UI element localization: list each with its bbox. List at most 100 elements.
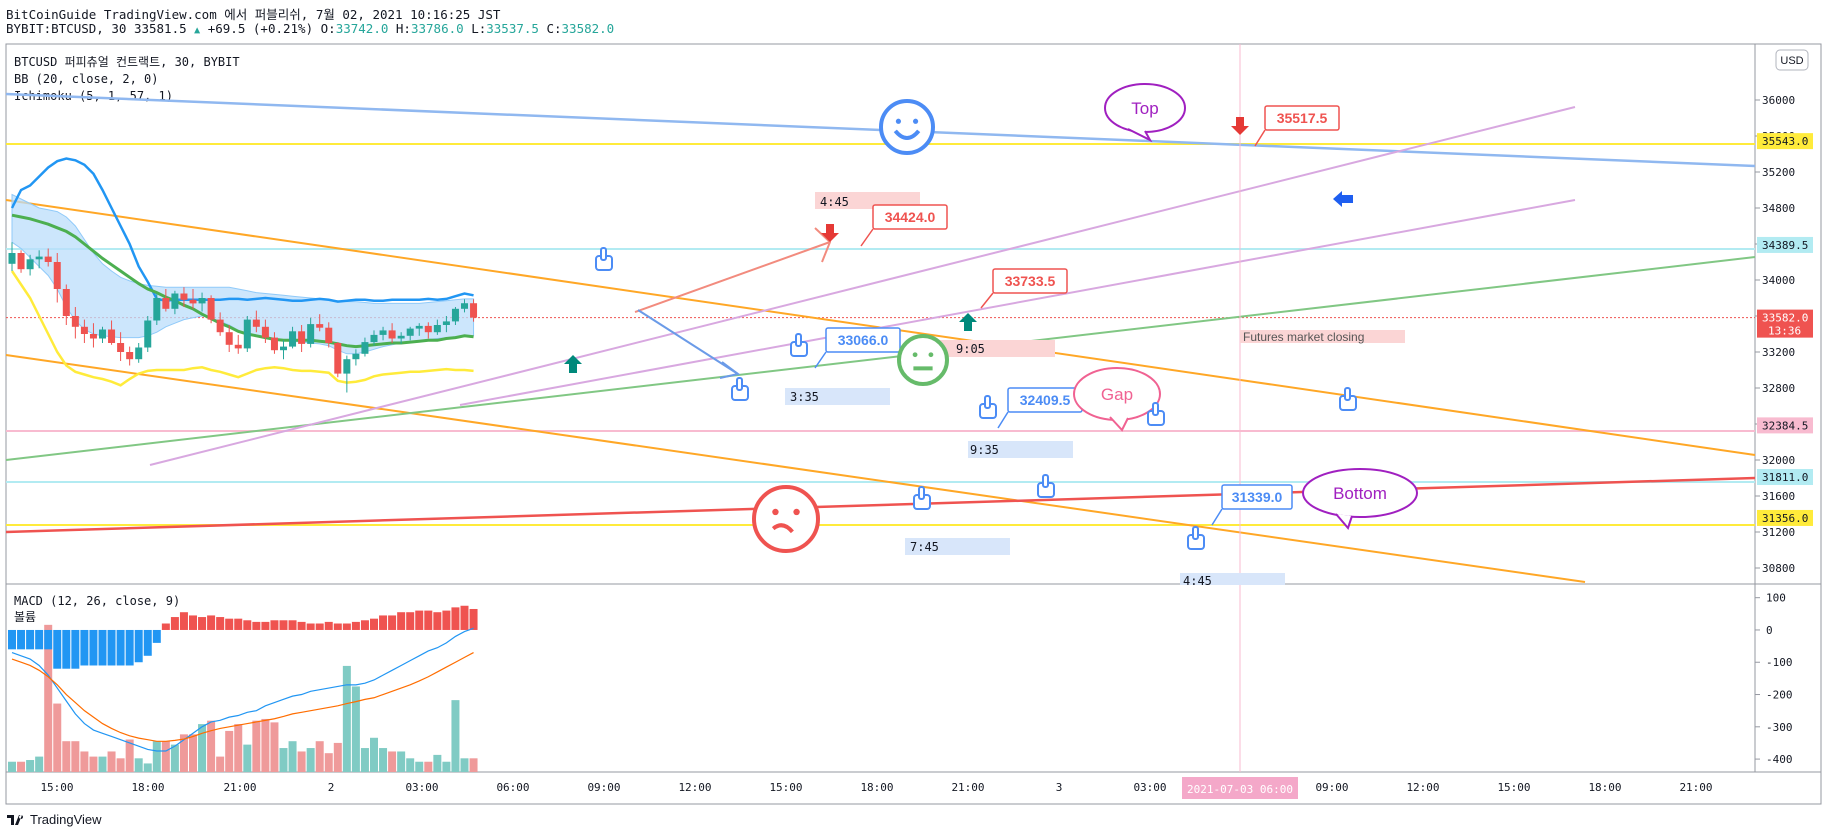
left-arrow-icon xyxy=(1333,191,1353,207)
trendline-orange-lower xyxy=(5,354,1586,583)
trendline-violet-2 xyxy=(459,199,1576,406)
macd-hist-33 xyxy=(306,623,315,630)
volume-bar-4 xyxy=(44,624,53,772)
annotation-text: 34424.0 xyxy=(885,209,936,225)
macd-hist-37 xyxy=(342,623,351,630)
candle-2 xyxy=(26,254,34,276)
legend-volume: 볼륨 xyxy=(14,610,36,624)
candle-body xyxy=(135,347,143,360)
time-label-10: 4:45 xyxy=(820,195,849,209)
volume-bar-27 xyxy=(252,720,261,772)
footer-brand[interactable]: TradingView xyxy=(30,812,102,827)
annotation-box xyxy=(1264,105,1340,131)
time-tick-17: 18:00 xyxy=(1588,781,1621,794)
annotation-5: 31339.0 xyxy=(1221,484,1293,510)
candle-body xyxy=(144,320,152,348)
candle-14 xyxy=(135,343,143,363)
cursor-time-label: 2021-07-03 06:00 xyxy=(1187,783,1293,796)
price-label-bg-2 xyxy=(1757,309,1813,338)
macd-tick-0: 100 xyxy=(1766,592,1786,605)
candle-9 xyxy=(89,323,97,348)
candle-0 xyxy=(8,242,16,271)
volume-bar-35 xyxy=(324,753,333,772)
candle-body xyxy=(126,352,134,360)
price-tick-8: 32800 xyxy=(1762,382,1795,395)
macd-hist-5 xyxy=(53,629,62,669)
candle-29 xyxy=(270,332,278,354)
annotation-3: 33066.0 xyxy=(825,327,901,353)
volume-bar-48 xyxy=(442,761,451,772)
candle-body xyxy=(415,325,423,329)
price-tick-13: 30800 xyxy=(1762,562,1795,575)
up-arrow-icon-2 xyxy=(564,355,582,373)
volume-bar-34 xyxy=(315,741,324,772)
pointing-hand-icon-7 xyxy=(1187,526,1205,550)
candle-body xyxy=(153,298,161,321)
volume-bar-39 xyxy=(360,748,369,772)
macd-hist-27 xyxy=(252,621,261,630)
annotation-text: 33066.0 xyxy=(838,332,889,348)
time-box-5 xyxy=(1180,573,1285,585)
macd-hist-32 xyxy=(297,621,306,630)
candle-body xyxy=(234,344,242,349)
last-price: 33581.5 xyxy=(133,21,187,36)
macd-hist-1 xyxy=(17,629,26,650)
macd-hist-41 xyxy=(379,615,388,630)
volume-bar-3 xyxy=(35,756,44,772)
volume-bar-6 xyxy=(62,741,71,772)
candle-22 xyxy=(207,295,215,324)
pointing-hand-icon-4 xyxy=(1037,474,1055,498)
candle-body xyxy=(162,298,170,309)
candle-body xyxy=(225,332,233,345)
face-mouth xyxy=(771,523,794,534)
happy-face-icon xyxy=(879,99,935,155)
time-axis[interactable]: 15:00 18:00 21:00 2 03:00 06:00 09:00 12:00 15:0… xyxy=(40,777,1713,799)
price-label-bg-4 xyxy=(1757,469,1813,486)
annotation-pointer-4 xyxy=(997,411,1009,429)
chart-area[interactable]: BTCUSD 퍼피츄얼 컨트랙트, 30, BYBIT BB (20, clos… xyxy=(0,0,1828,812)
bubble-text: Bottom xyxy=(1333,484,1387,503)
macd-hist-31 xyxy=(288,620,297,630)
candle-body xyxy=(99,329,106,339)
time-label-14: 7:45 xyxy=(910,540,939,554)
volume-bar-32 xyxy=(297,751,306,772)
volume-bar-42 xyxy=(388,751,397,772)
annotation-text: 31339.0 xyxy=(1232,489,1283,505)
currency-badge[interactable] xyxy=(1775,49,1809,71)
time-tick-4: 03:00 xyxy=(405,781,438,794)
open-value: 33742.0 xyxy=(335,21,389,36)
bubble-text: Top xyxy=(1131,99,1158,118)
volume-bar-51 xyxy=(469,758,478,772)
price-label-1: 34389.5 xyxy=(1762,239,1808,252)
volume-bar-40 xyxy=(370,737,378,772)
macd-hist-24 xyxy=(225,618,234,630)
volume-bar-28 xyxy=(261,718,270,772)
candle-body xyxy=(433,325,441,333)
macd-axis[interactable]: 100 0 -100 -200 -300 -400 xyxy=(1755,592,1793,766)
volume-bar-7 xyxy=(71,741,80,772)
annotation-pointer-5 xyxy=(1211,508,1223,526)
candle-body xyxy=(388,330,396,339)
price-axis[interactable]: 3600035600352003480034400340003360033200… xyxy=(1755,94,1813,575)
ohlc-row: BYBIT:BTCUSD, 30 33581.5 ▲ +69.5 (+0.21%… xyxy=(6,21,615,36)
candle-24 xyxy=(225,325,233,352)
macd-hist-46 xyxy=(424,610,433,630)
candle-1 xyxy=(17,250,25,273)
candle-7 xyxy=(71,307,79,339)
volume-bar-10 xyxy=(98,756,107,772)
candle-12 xyxy=(117,332,125,361)
candle-42 xyxy=(388,323,396,343)
volume-bar-14 xyxy=(134,758,143,772)
time-tick-15: 12:00 xyxy=(1406,781,1439,794)
time-tick-16: 15:00 xyxy=(1497,781,1530,794)
signal-line xyxy=(11,652,474,742)
candle-body xyxy=(189,299,197,304)
price-tick-3: 34800 xyxy=(1762,202,1795,215)
legend-bb: BB (20, close, 2, 0) xyxy=(14,72,159,86)
change-value: +69.5 (+0.21%) xyxy=(207,21,314,36)
volume-bar-50 xyxy=(460,758,469,772)
trendline-green xyxy=(5,256,1756,461)
macd-tick-4: -300 xyxy=(1766,721,1793,734)
time-tick-18: 21:00 xyxy=(1679,781,1712,794)
projection-down-arrowhead xyxy=(719,361,741,379)
